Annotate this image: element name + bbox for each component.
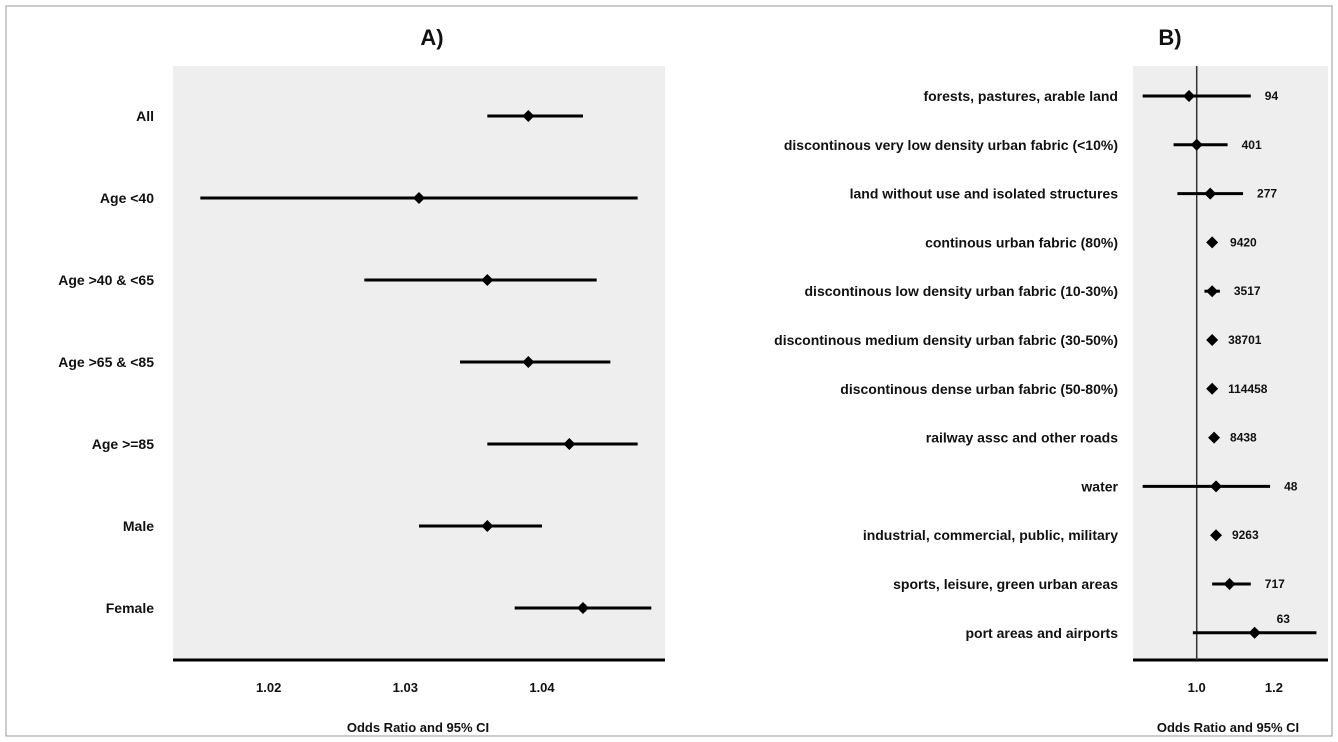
x-tick-label: 1.03: [393, 680, 418, 695]
category-label: Age >40 & <65: [58, 272, 154, 288]
n-label: 401: [1242, 138, 1262, 152]
forest-row: Age >65 & <85: [58, 354, 611, 370]
category-label: Female: [106, 600, 154, 616]
category-label: Age >65 & <85: [58, 354, 154, 370]
forest-row: discontinous medium density urban fabric…: [774, 332, 1262, 348]
panel-a-rows: All Age <40 Age >40 & <65 Age >65 & <85 Age …: [58, 108, 652, 616]
category-label: railway assc and other roads: [926, 430, 1118, 446]
category-label: water: [1080, 478, 1118, 494]
estimate-marker: [1223, 578, 1236, 590]
estimate-marker: [577, 602, 589, 614]
category-label: discontinous very low density urban fabr…: [784, 137, 1118, 153]
forest-row: Age <40: [100, 190, 638, 206]
estimate-marker: [1204, 187, 1217, 200]
category-label: port areas and airports: [966, 625, 1119, 641]
estimate-marker: [522, 356, 535, 368]
forest-row: Age >40 & <65: [58, 272, 597, 288]
panel-b: B) Odds Ratio and 95% CI forests, pastur…: [774, 25, 1328, 735]
estimate-marker: [1210, 529, 1223, 542]
forest-row: water 48: [1080, 478, 1297, 494]
panel-a: A) Odds Ratio and 95% CI All Age <40 Age >…: [58, 25, 665, 735]
n-label: 9263: [1232, 528, 1259, 542]
estimate-marker: [563, 438, 576, 450]
n-label: 48: [1284, 479, 1298, 493]
category-label: All: [136, 108, 154, 124]
category-label: discontinous low density urban fabric (1…: [805, 283, 1119, 299]
n-label: 63: [1277, 612, 1291, 626]
x-tick-label: 1.2: [1265, 680, 1283, 695]
estimate-marker: [1206, 382, 1219, 395]
n-label: 717: [1265, 577, 1285, 591]
forest-row: sports, leisure, green urban areas 717: [893, 576, 1285, 592]
category-label: discontinous medium density urban fabric…: [774, 332, 1118, 348]
estimate-marker: [481, 274, 494, 286]
panel-a-x-axis-label: Odds Ratio and 95% CI: [347, 720, 489, 735]
estimate-marker: [1248, 626, 1261, 639]
panel-b-plot-area: [1133, 66, 1328, 660]
n-label: 114458: [1228, 382, 1268, 396]
forest-row: industrial, commercial, public, military…: [863, 527, 1259, 543]
estimate-marker: [413, 192, 425, 204]
forest-row: railway assc and other roads 8438: [926, 430, 1257, 446]
category-label: Age <40: [100, 190, 154, 206]
x-tick-label: 1.04: [529, 680, 555, 695]
category-label: Age >=85: [92, 436, 154, 452]
forest-row: land without use and isolated structures…: [850, 186, 1278, 202]
category-label: continous urban fabric (80%): [925, 234, 1118, 250]
panel-b-title: B): [1158, 25, 1181, 50]
panel-a-ticks: 1.02 1.03 1.04: [256, 680, 555, 695]
n-label: 9420: [1230, 235, 1257, 249]
n-label: 3517: [1234, 284, 1261, 298]
panel-b-x-axis-label: Odds Ratio and 95% CI: [1157, 720, 1299, 735]
x-tick-label: 1.0: [1188, 680, 1206, 695]
panel-a-title: A): [420, 25, 443, 50]
panel-b-ticks: 1.0 1.2: [1188, 680, 1283, 695]
n-label: 38701: [1228, 333, 1262, 347]
estimate-marker: [481, 520, 494, 532]
estimate-marker: [1206, 236, 1219, 249]
forest-row: discontinous low density urban fabric (1…: [805, 283, 1261, 299]
forest-row: Female: [106, 600, 652, 616]
category-label: Male: [123, 518, 154, 534]
estimate-marker: [1206, 285, 1219, 298]
estimate-marker: [1208, 431, 1221, 444]
estimate-marker: [1182, 90, 1195, 102]
forest-row: discontinous very low density urban fabr…: [784, 137, 1262, 153]
estimate-marker: [522, 110, 535, 122]
forest-row: port areas and airports 63: [966, 612, 1317, 641]
panel-b-rows: forests, pastures, arable land 94 disconti…: [774, 88, 1317, 641]
n-label: 8438: [1230, 431, 1257, 445]
forest-row: Male: [123, 518, 542, 534]
category-label: sports, leisure, green urban areas: [893, 576, 1118, 592]
category-label: industrial, commercial, public, military: [863, 527, 1118, 543]
forest-row: forests, pastures, arable land 94: [923, 88, 1278, 104]
forest-row: All: [136, 108, 583, 124]
estimate-marker: [1210, 480, 1223, 493]
n-label: 277: [1257, 187, 1277, 201]
category-label: forests, pastures, arable land: [923, 88, 1118, 104]
category-label: land without use and isolated structures: [850, 186, 1119, 202]
category-label: discontinous dense urban fabric (50-80%): [840, 381, 1118, 397]
forest-row: continous urban fabric (80%) 9420: [925, 234, 1257, 250]
n-label: 94: [1265, 89, 1279, 103]
forest-row: Age >=85: [92, 436, 638, 452]
x-tick-label: 1.02: [256, 680, 281, 695]
estimate-marker: [1206, 334, 1219, 346]
estimate-marker: [1190, 138, 1203, 151]
forest-row: discontinous dense urban fabric (50-80%)…: [840, 381, 1268, 397]
